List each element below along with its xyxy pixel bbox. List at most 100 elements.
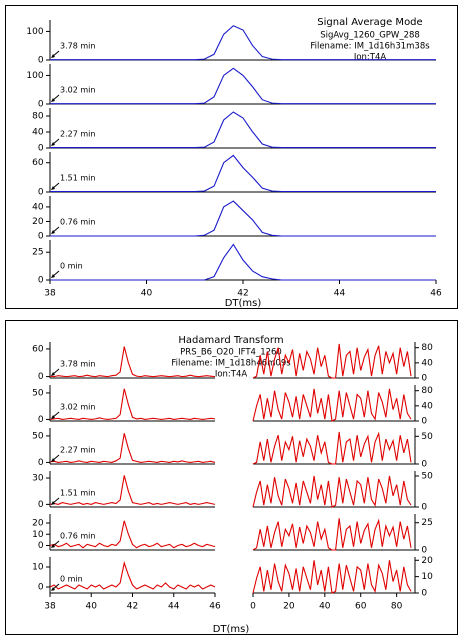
series-line [50, 111, 436, 149]
annotation: Ion:T4A [215, 370, 248, 380]
series-line [49, 520, 216, 549]
y-tick-label: 0 [421, 503, 427, 513]
time-label: 0.76 min [60, 532, 95, 541]
x-tick-label: 40 [319, 602, 331, 612]
arrow-head [51, 230, 55, 234]
y-tick-label: 50 [421, 432, 433, 442]
x-tick-label: 38 [44, 289, 56, 299]
y-tick-label: 0 [38, 144, 44, 154]
x-tick-label: 40 [141, 289, 153, 299]
series-line [49, 388, 216, 420]
arrow-head [51, 274, 55, 278]
time-label: 1.51 min [60, 174, 95, 183]
x-axis-label: DT(ms) [225, 298, 262, 309]
x-tick-label: 40 [86, 602, 98, 612]
y-tick-label: 40 [32, 128, 44, 138]
y-tick-label: 0 [38, 56, 44, 66]
y-tick-label: 0 [38, 100, 44, 110]
x-tick-label: 46 [430, 289, 442, 299]
y-tick-label: 80 [32, 112, 44, 122]
series-line [50, 243, 436, 281]
x-tick-label: 38 [44, 602, 56, 612]
arrow-head [51, 501, 55, 505]
series-line [252, 560, 412, 594]
y-tick-label: 80 [421, 386, 433, 396]
y-tick-label: 10 [32, 563, 44, 573]
y-tick-label: 40 [32, 202, 44, 212]
series-line [49, 560, 216, 590]
annotation-title: Hadamard Transform [178, 335, 283, 346]
series-line [50, 154, 436, 193]
y-tick-label: 0 [38, 372, 44, 382]
bottom-frame [5, 320, 458, 635]
series-line [252, 343, 412, 379]
y-tick-label: 20 [421, 556, 433, 566]
y-tick-label: 25 [421, 518, 432, 528]
series-line [252, 431, 412, 465]
arrow-head [51, 415, 55, 419]
annotation: Ion:T4A [354, 53, 387, 63]
x-tick-label: 42 [127, 602, 138, 612]
arrow-head [51, 458, 55, 462]
arrow-head [51, 186, 55, 190]
x-tick-label: 0 [250, 602, 256, 612]
y-tick-label: 0 [38, 500, 44, 510]
y-tick-label: 10 [421, 572, 433, 582]
arrow-head [51, 544, 55, 548]
y-tick-label: 10 [32, 530, 44, 540]
series-line [252, 388, 412, 422]
y-tick-label: 0 [421, 417, 427, 427]
y-tick-label: 0 [38, 188, 44, 198]
y-tick-label: 25 [32, 248, 43, 258]
time-label: 3.78 min [60, 360, 95, 369]
y-tick-label: 0 [421, 374, 427, 384]
annotation: SigAvg_1260_GPW_288 [320, 31, 420, 41]
y-tick-label: 40 [421, 401, 433, 411]
x-tick-label: 42 [237, 289, 248, 299]
y-tick-label: 0 [38, 541, 44, 551]
x-tick-label: 20 [283, 602, 295, 612]
y-tick-label: 50 [32, 431, 44, 441]
series-line [252, 518, 412, 551]
series-line [49, 433, 216, 463]
arrow-head [51, 54, 55, 58]
y-tick-label: 0 [421, 589, 427, 599]
y-tick-label: 60 [32, 158, 44, 168]
series-line [50, 67, 436, 105]
x-tick-label: 44 [334, 289, 346, 299]
y-tick-label: 30 [32, 474, 44, 484]
y-tick-label: 0 [38, 458, 44, 468]
series-line [49, 475, 216, 505]
x-tick-label: 80 [391, 602, 403, 612]
series-line [50, 200, 436, 237]
time-label: 0.76 min [60, 218, 95, 227]
x-axis-label: DT(ms) [213, 624, 250, 635]
annotation: Filename: IM_1d16h31m38s [310, 42, 430, 52]
y-tick-label: 0 [421, 546, 427, 556]
time-label: 2.27 min [60, 130, 95, 139]
annotation: PRS_B6_O20_IFT4_1260 [180, 348, 282, 358]
time-label: 2.27 min [60, 446, 95, 455]
arrow-head [51, 587, 55, 591]
y-tick-label: 60 [32, 344, 44, 354]
arrow-head [51, 98, 55, 102]
time-label: 0 min [60, 262, 83, 271]
time-label: 0 min [60, 575, 83, 584]
y-tick-label: 50 [32, 388, 44, 398]
arrow-head [51, 142, 55, 146]
series-line [252, 475, 412, 508]
y-tick-label: 20 [32, 217, 44, 227]
series-line [49, 346, 216, 378]
top-frame [5, 5, 458, 309]
y-tick-label: 0 [38, 583, 44, 593]
y-tick-label: 100 [26, 27, 43, 37]
y-tick-label: 100 [26, 71, 43, 81]
y-tick-label: 40 [421, 358, 433, 368]
x-tick-label: 44 [168, 602, 180, 612]
time-label: 3.78 min [60, 42, 95, 51]
y-tick-label: 80 [421, 343, 433, 353]
arrow-head [51, 372, 55, 376]
time-label: 3.02 min [60, 86, 95, 95]
y-tick-label: 0 [38, 276, 44, 286]
